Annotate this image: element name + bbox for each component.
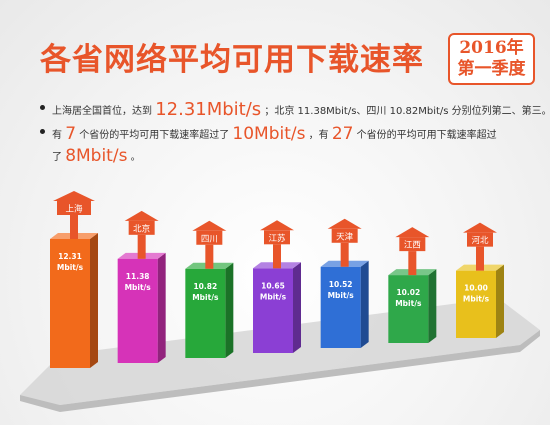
- bar-side-face: [90, 233, 98, 368]
- bullet3-threshold: 8Mbit/s: [65, 146, 128, 166]
- bar-side-face: [225, 262, 234, 358]
- category-label: 四川: [201, 234, 218, 244]
- bullet-item-2: 有 7 个省份的平均可用下载速率超过了 10Mbit/s ，有 27 个省份的平…: [40, 123, 545, 145]
- bullet2-threshold-1: 10Mbit/s: [232, 124, 306, 144]
- bar-value-label: Mbit/s: [125, 283, 152, 292]
- bullet2-text-2: 个省份的平均可用下载速率超过了: [79, 130, 230, 141]
- arrow-stem: [476, 246, 484, 271]
- category-label: 北京: [133, 223, 150, 234]
- bullet3-text-1: 了: [52, 152, 62, 163]
- bar-value-label: 10.00: [464, 284, 488, 293]
- badge-quarter: 第一季度: [457, 59, 526, 79]
- arrow-head-icon: [260, 220, 294, 231]
- arrow-label-box: [264, 230, 290, 245]
- arrow-stem: [70, 215, 78, 239]
- arrow-label-box: [467, 232, 493, 247]
- arrow-stem: [137, 234, 146, 259]
- bullet1-prefix: 上海居全国首位，达到: [52, 106, 152, 117]
- arrow-stem: [205, 244, 214, 269]
- bar: [253, 268, 293, 353]
- bullet-item-2-continued: 了 8Mbit/s 。: [52, 145, 545, 167]
- bar-value-label: Mbit/s: [57, 263, 84, 272]
- arrow-label-box: [196, 230, 223, 245]
- bar: [320, 266, 361, 348]
- bar: [50, 239, 90, 368]
- bar-side-face: [428, 269, 437, 343]
- bullet1-highlight-value: 12.31Mbit/s: [155, 99, 262, 120]
- bullet-dot-icon: [40, 105, 45, 110]
- arrow-label-box: [128, 220, 155, 235]
- bar-value-label: 11.38: [126, 272, 150, 281]
- bullet2-text-4: 个省份的平均可用下载速率超过: [356, 130, 497, 141]
- bar-value-label: Mbit/s: [260, 292, 287, 301]
- arrow-label-box: [57, 201, 91, 215]
- category-label: 江苏: [268, 233, 286, 244]
- bullet2-text-1: 有: [52, 130, 62, 141]
- chart-floor-edge: [20, 330, 540, 412]
- page-title: 各省网络平均可用下载速率: [40, 42, 424, 78]
- bar-value-label: Mbit/s: [463, 295, 490, 304]
- category-label: 天津: [336, 231, 354, 242]
- bar-value-label: 10.65: [261, 281, 285, 290]
- bullet2-count-1: 7: [65, 124, 77, 144]
- bar-value-label: 10.52: [329, 280, 353, 289]
- arrow-label-box: [331, 228, 358, 243]
- arrow-label-box: [399, 237, 426, 252]
- bullet3-text-2: 。: [130, 152, 141, 163]
- bullet2-count-2: 27: [331, 124, 354, 144]
- bar-value-label: Mbit/s: [192, 293, 219, 302]
- arrow-stem: [340, 242, 349, 267]
- bar-side-face: [293, 262, 301, 353]
- year-badge: 2016年 第一季度: [448, 33, 535, 85]
- arrow-head-icon: [395, 227, 430, 238]
- bar-value-label: 10.02: [396, 288, 420, 297]
- category-label: 江西: [404, 241, 421, 251]
- bullet1-suffix: ；北京 11.38Mbit/s、四川 10.82Mbit/s 分别位列第二、第三…: [264, 106, 550, 117]
- bar-value-label: Mbit/s: [395, 299, 422, 308]
- arrow-stem: [273, 244, 281, 269]
- bar-side-face: [496, 264, 504, 338]
- bar-side-face: [157, 252, 166, 363]
- bar-value-label: Mbit/s: [328, 291, 355, 300]
- bar-value-label: 10.82: [193, 282, 217, 291]
- arrow-stem: [408, 251, 417, 276]
- arrow-head-icon: [53, 191, 95, 201]
- bullet2-text-3: ，有: [308, 130, 329, 141]
- category-label: 上海: [65, 204, 83, 215]
- summary-bullets: 上海居全国首位，达到 12.31Mbit/s ；北京 11.38Mbit/s、四…: [40, 99, 550, 167]
- bar-side-face: [360, 260, 369, 348]
- arrow-head-icon: [192, 220, 227, 231]
- bullet-item-1: 上海居全国首位，达到 12.31Mbit/s ；北京 11.38Mbit/s、四…: [40, 99, 550, 121]
- bar: [117, 258, 158, 363]
- bar: [388, 275, 429, 343]
- category-label: 河北: [471, 235, 489, 246]
- arrow-head-icon: [327, 218, 362, 229]
- bar-value-label: 12.31: [58, 252, 82, 261]
- bullet-dot-icon: [40, 129, 45, 134]
- bar: [456, 270, 496, 338]
- bar: [185, 268, 226, 358]
- badge-year: 2016年: [459, 38, 524, 58]
- arrow-head-icon: [124, 210, 159, 221]
- arrow-head-icon: [463, 222, 497, 233]
